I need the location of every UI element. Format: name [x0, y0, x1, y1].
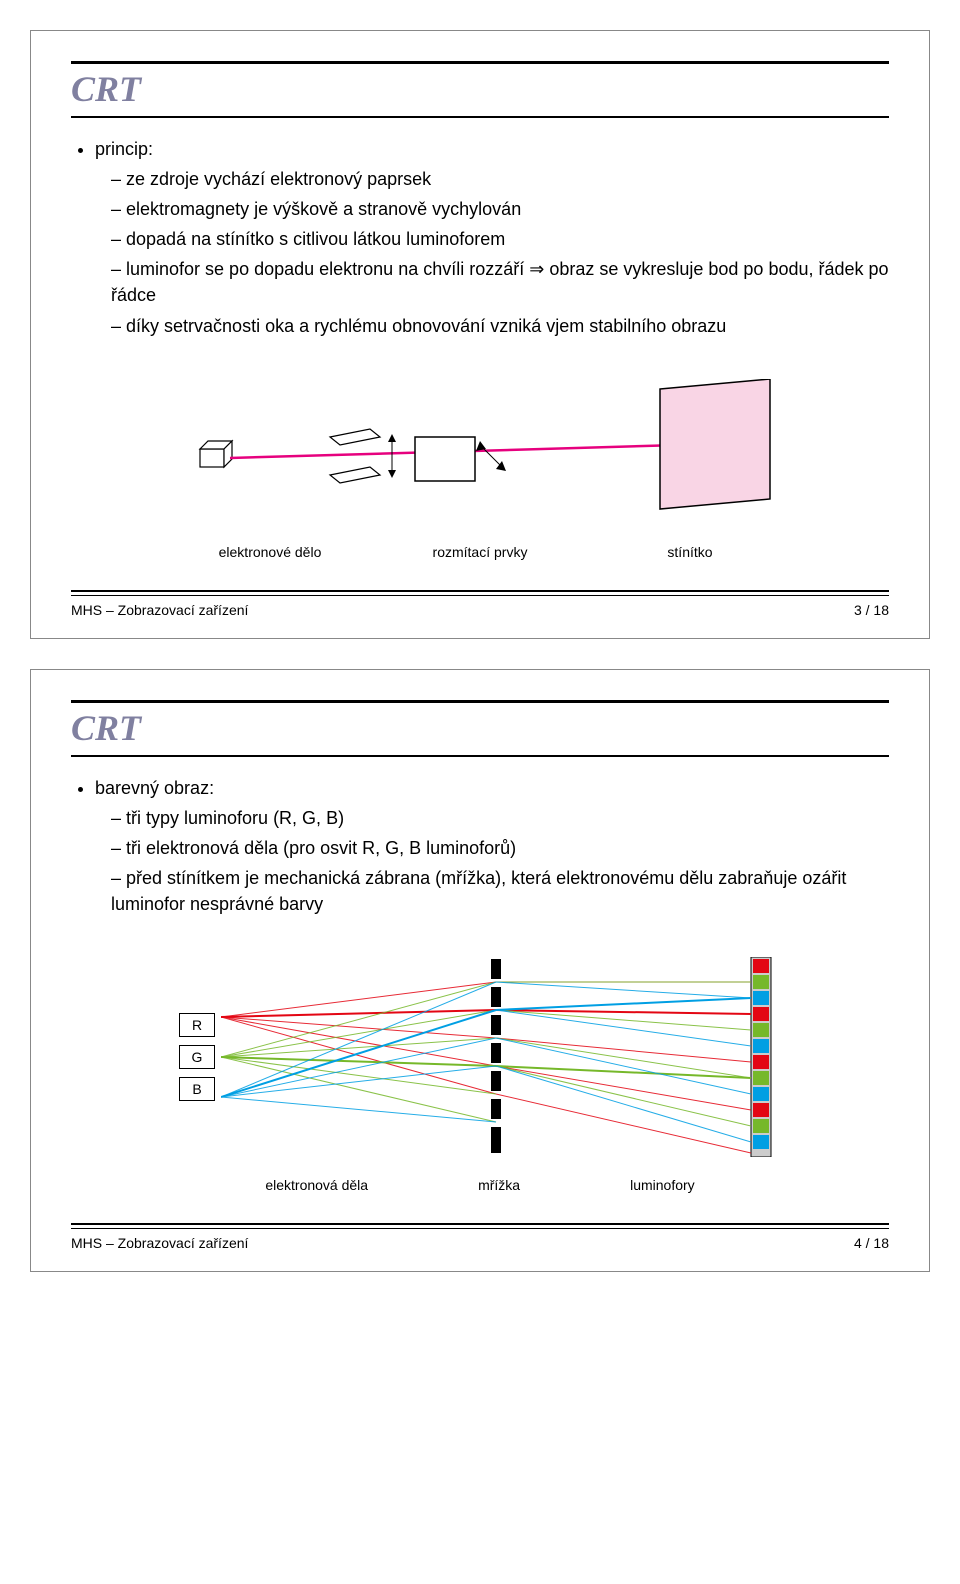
- slide-crt-principle: CRT princip: ze zdroje vychází elektrono…: [30, 30, 930, 639]
- crt-svg: [160, 379, 800, 529]
- bullet-label: barevný obraz:: [95, 778, 214, 798]
- slide-footer: MHS – Zobrazovací zařízení 4 / 18: [71, 1235, 889, 1251]
- footer-rule: [71, 590, 889, 592]
- slide-footer: MHS – Zobrazovací zařízení 3 / 18: [71, 602, 889, 618]
- slide-title: CRT: [71, 61, 889, 110]
- label-guns: elektronová děla: [265, 1177, 368, 1193]
- title-underline: [71, 116, 889, 118]
- sub-item: ze zdroje vychází elektronový paprsek: [111, 166, 889, 192]
- footer-right: 3 / 18: [854, 602, 889, 618]
- footer-rule: [71, 595, 889, 596]
- label-mask: mřížka: [478, 1177, 520, 1193]
- sub-item: tři elektronová děla (pro osvit R, G, B …: [111, 835, 889, 861]
- bullet-label: princip:: [95, 139, 153, 159]
- sub-item: elektromagnety je výškově a stranově vyc…: [111, 196, 889, 222]
- sub-item: díky setrvačnosti oka a rychlému obnovov…: [111, 313, 889, 339]
- bullet-list: barevný obraz: tři typy luminoforu (R, G…: [95, 775, 889, 917]
- sub-item: luminofor se po dopadu elektronu na chví…: [111, 256, 889, 308]
- label-phos: luminofory: [630, 1177, 695, 1193]
- footer-right: 4 / 18: [854, 1235, 889, 1251]
- sub-item: tři typy luminoforu (R, G, B): [111, 805, 889, 831]
- slide-title: CRT: [71, 700, 889, 749]
- crt-diagram: elektronové dělo rozmítací prvky stínítk…: [71, 379, 889, 560]
- footer-rule: [71, 1228, 889, 1229]
- sub-list: tři typy luminoforu (R, G, B) tři elektr…: [111, 805, 889, 917]
- label-gun: elektronové dělo: [185, 544, 355, 560]
- title-underline: [71, 755, 889, 757]
- rgb-diagram: R G B: [71, 957, 889, 1157]
- sub-item: před stínítkem je mechanická zábrana (mř…: [111, 865, 889, 917]
- g-box: G: [179, 1045, 215, 1069]
- bullet-principle: princip: ze zdroje vychází elektronový p…: [95, 136, 889, 339]
- sub-list: ze zdroje vychází elektronový paprsek el…: [111, 166, 889, 339]
- bullet-color: barevný obraz: tři typy luminoforu (R, G…: [95, 775, 889, 917]
- slide-crt-color: CRT barevný obraz: tři typy luminoforu (…: [30, 669, 930, 1272]
- gun-boxes: R G B: [179, 1013, 215, 1101]
- rgb-svg: [221, 957, 781, 1157]
- sub-item: dopadá na stínítko s citlivou látkou lum…: [111, 226, 889, 252]
- r-box: R: [179, 1013, 215, 1037]
- footer-left: MHS – Zobrazovací zařízení: [71, 1235, 248, 1251]
- diagram-labels: elektronové dělo rozmítací prvky stínítk…: [71, 544, 889, 560]
- label-screen: stínítko: [605, 544, 775, 560]
- footer-rule: [71, 1223, 889, 1225]
- bullet-list: princip: ze zdroje vychází elektronový p…: [95, 136, 889, 339]
- b-box: B: [179, 1077, 215, 1101]
- diagram-labels: elektronová děla mřížka luminofory: [71, 1177, 889, 1193]
- label-deflect: rozmítací prvky: [395, 544, 565, 560]
- footer-left: MHS – Zobrazovací zařízení: [71, 602, 248, 618]
